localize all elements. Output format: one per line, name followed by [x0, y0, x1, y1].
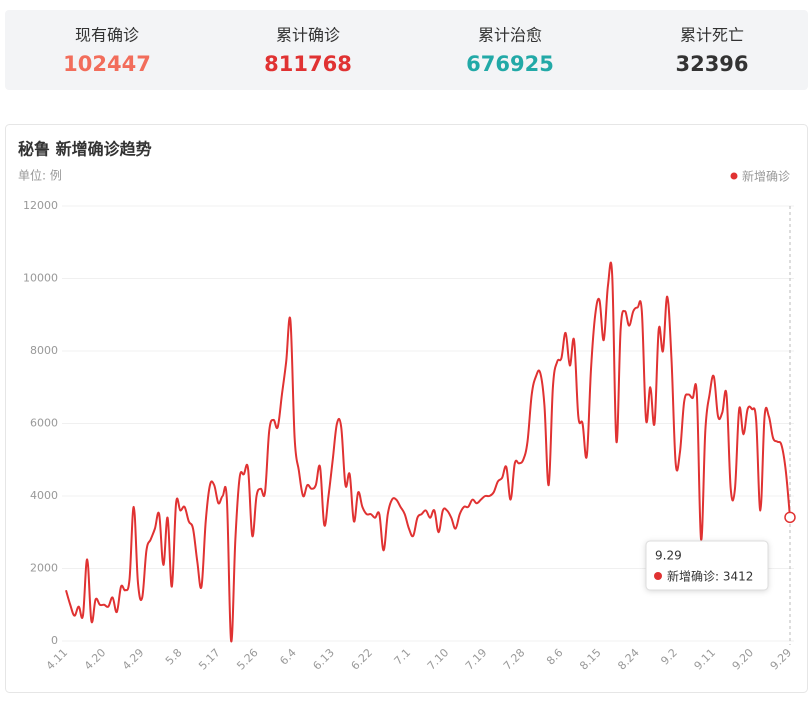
- stat-label: 累计确诊: [276, 26, 340, 45]
- chart-title: 秘鲁 新增确诊趋势: [18, 140, 152, 159]
- tooltip-marker: [654, 572, 662, 580]
- y-tick-label: 8000: [30, 344, 58, 357]
- chart-card: [5, 124, 808, 693]
- stat-label: 累计治愈: [478, 26, 542, 45]
- unit-label: 单位: 例: [18, 168, 62, 183]
- y-tick-label: 0: [51, 634, 58, 647]
- stat-label: 现有确诊: [75, 26, 139, 45]
- y-tick-label: 12000: [23, 199, 58, 212]
- tooltip-box: [645, 540, 769, 591]
- legend-label: 新增确诊: [742, 169, 790, 184]
- hover-point: [784, 511, 796, 524]
- tooltip-title: 9.29: [655, 549, 682, 563]
- stats-panel: [5, 10, 808, 90]
- stat-value: 102447: [63, 52, 151, 76]
- y-tick-label: 10000: [23, 272, 58, 285]
- y-tick-label: 4000: [30, 489, 58, 502]
- y-tick-label: 2000: [30, 562, 58, 575]
- stat-value: 676925: [466, 52, 554, 76]
- stat-value: 811768: [264, 52, 352, 76]
- line-series: [65, 261, 791, 643]
- tooltip-text: 新增确诊: 3412: [667, 569, 753, 584]
- stat-value: 32396: [675, 52, 748, 76]
- legend-marker: [730, 172, 738, 180]
- stat-label: 累计死亡: [680, 26, 744, 45]
- y-tick-label: 6000: [30, 417, 58, 430]
